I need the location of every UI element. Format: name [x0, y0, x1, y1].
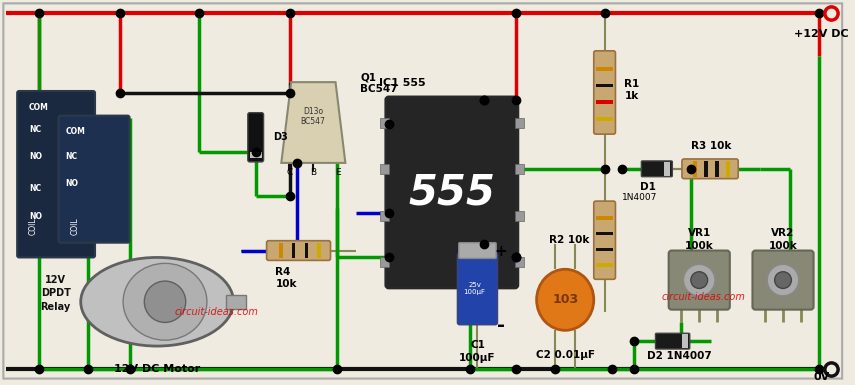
Bar	[716, 161, 719, 177]
Bar	[304, 243, 308, 258]
FancyBboxPatch shape	[58, 116, 129, 243]
Text: D1: D1	[640, 182, 656, 192]
Bar	[317, 243, 321, 258]
Ellipse shape	[123, 263, 207, 340]
Text: R4
10k: R4 10k	[275, 267, 297, 289]
Bar	[705, 161, 708, 177]
Text: 12V
DPDT
Relay: 12V DPDT Relay	[40, 275, 71, 311]
FancyBboxPatch shape	[380, 257, 389, 267]
Text: R3 10k: R3 10k	[692, 141, 732, 151]
Text: -: -	[497, 316, 505, 335]
Bar	[250, 152, 262, 158]
FancyBboxPatch shape	[248, 113, 263, 162]
FancyBboxPatch shape	[380, 211, 389, 221]
Text: 12V DC Motor: 12V DC Motor	[114, 364, 200, 374]
Ellipse shape	[537, 269, 593, 330]
Text: C2 0.01μF: C2 0.01μF	[536, 350, 595, 360]
FancyBboxPatch shape	[380, 164, 389, 174]
Text: +12V DC: +12V DC	[794, 29, 849, 39]
Text: 0V: 0V	[813, 372, 829, 382]
FancyBboxPatch shape	[386, 97, 518, 288]
Text: VR2
100k: VR2 100k	[769, 228, 798, 251]
FancyBboxPatch shape	[515, 118, 524, 128]
Ellipse shape	[683, 264, 715, 296]
Text: VR1
100k: VR1 100k	[685, 228, 714, 251]
Text: E: E	[334, 168, 340, 177]
FancyBboxPatch shape	[459, 243, 496, 258]
Text: NC: NC	[66, 152, 78, 161]
FancyBboxPatch shape	[267, 241, 331, 260]
Text: R2 10k: R2 10k	[550, 235, 590, 245]
Bar	[682, 334, 687, 348]
Bar	[596, 232, 614, 236]
Text: NC: NC	[29, 184, 41, 193]
Text: COM: COM	[66, 127, 86, 136]
FancyBboxPatch shape	[515, 164, 524, 174]
FancyBboxPatch shape	[593, 201, 616, 279]
Text: D2 1N4007: D2 1N4007	[647, 351, 711, 361]
Bar	[596, 100, 614, 104]
Text: COM: COM	[29, 103, 49, 112]
FancyBboxPatch shape	[641, 161, 672, 177]
Bar	[693, 161, 697, 177]
Text: Q1
BC547: Q1 BC547	[360, 72, 398, 94]
Text: NO: NO	[29, 152, 42, 161]
FancyBboxPatch shape	[457, 253, 497, 325]
Ellipse shape	[691, 272, 708, 288]
Text: circuit-ideas.com: circuit-ideas.com	[174, 306, 258, 316]
Text: C1
100μF: C1 100μF	[459, 340, 496, 363]
Bar	[596, 67, 614, 70]
FancyBboxPatch shape	[515, 257, 524, 267]
Polygon shape	[281, 82, 345, 163]
FancyBboxPatch shape	[3, 3, 842, 378]
Text: +: +	[495, 244, 508, 259]
Text: 1N4007: 1N4007	[622, 193, 657, 203]
Bar	[596, 84, 614, 87]
Text: C: C	[286, 168, 292, 177]
Ellipse shape	[775, 272, 792, 288]
FancyBboxPatch shape	[752, 251, 814, 310]
Ellipse shape	[80, 258, 233, 346]
Bar	[596, 263, 614, 267]
Text: R1
1k: R1 1k	[624, 79, 640, 101]
Text: circuit-ideas.com: circuit-ideas.com	[661, 292, 745, 302]
Bar	[226, 295, 246, 309]
Text: D13o
BC547: D13o BC547	[300, 107, 325, 126]
Text: IC1 555: IC1 555	[379, 78, 426, 88]
Text: 25v
100µF: 25v 100µF	[463, 283, 486, 295]
Text: 103: 103	[552, 293, 578, 306]
Bar	[292, 243, 296, 258]
FancyBboxPatch shape	[17, 91, 95, 258]
Text: D3: D3	[274, 132, 288, 142]
Bar	[596, 216, 614, 220]
Bar	[664, 162, 670, 176]
FancyBboxPatch shape	[593, 51, 616, 134]
Bar	[596, 248, 614, 251]
Bar	[726, 161, 729, 177]
Text: COIL: COIL	[71, 217, 80, 235]
FancyBboxPatch shape	[515, 211, 524, 221]
Text: NC: NC	[29, 125, 41, 134]
Bar	[596, 117, 614, 121]
Text: NO: NO	[29, 212, 42, 221]
Text: B: B	[310, 168, 315, 177]
FancyBboxPatch shape	[682, 159, 738, 179]
FancyBboxPatch shape	[380, 118, 389, 128]
Ellipse shape	[144, 281, 186, 322]
Text: COIL: COIL	[28, 217, 38, 235]
Text: 555: 555	[409, 171, 495, 213]
FancyBboxPatch shape	[656, 333, 690, 349]
Text: NO: NO	[66, 179, 79, 188]
Bar	[280, 243, 283, 258]
Ellipse shape	[767, 264, 799, 296]
FancyBboxPatch shape	[669, 251, 730, 310]
